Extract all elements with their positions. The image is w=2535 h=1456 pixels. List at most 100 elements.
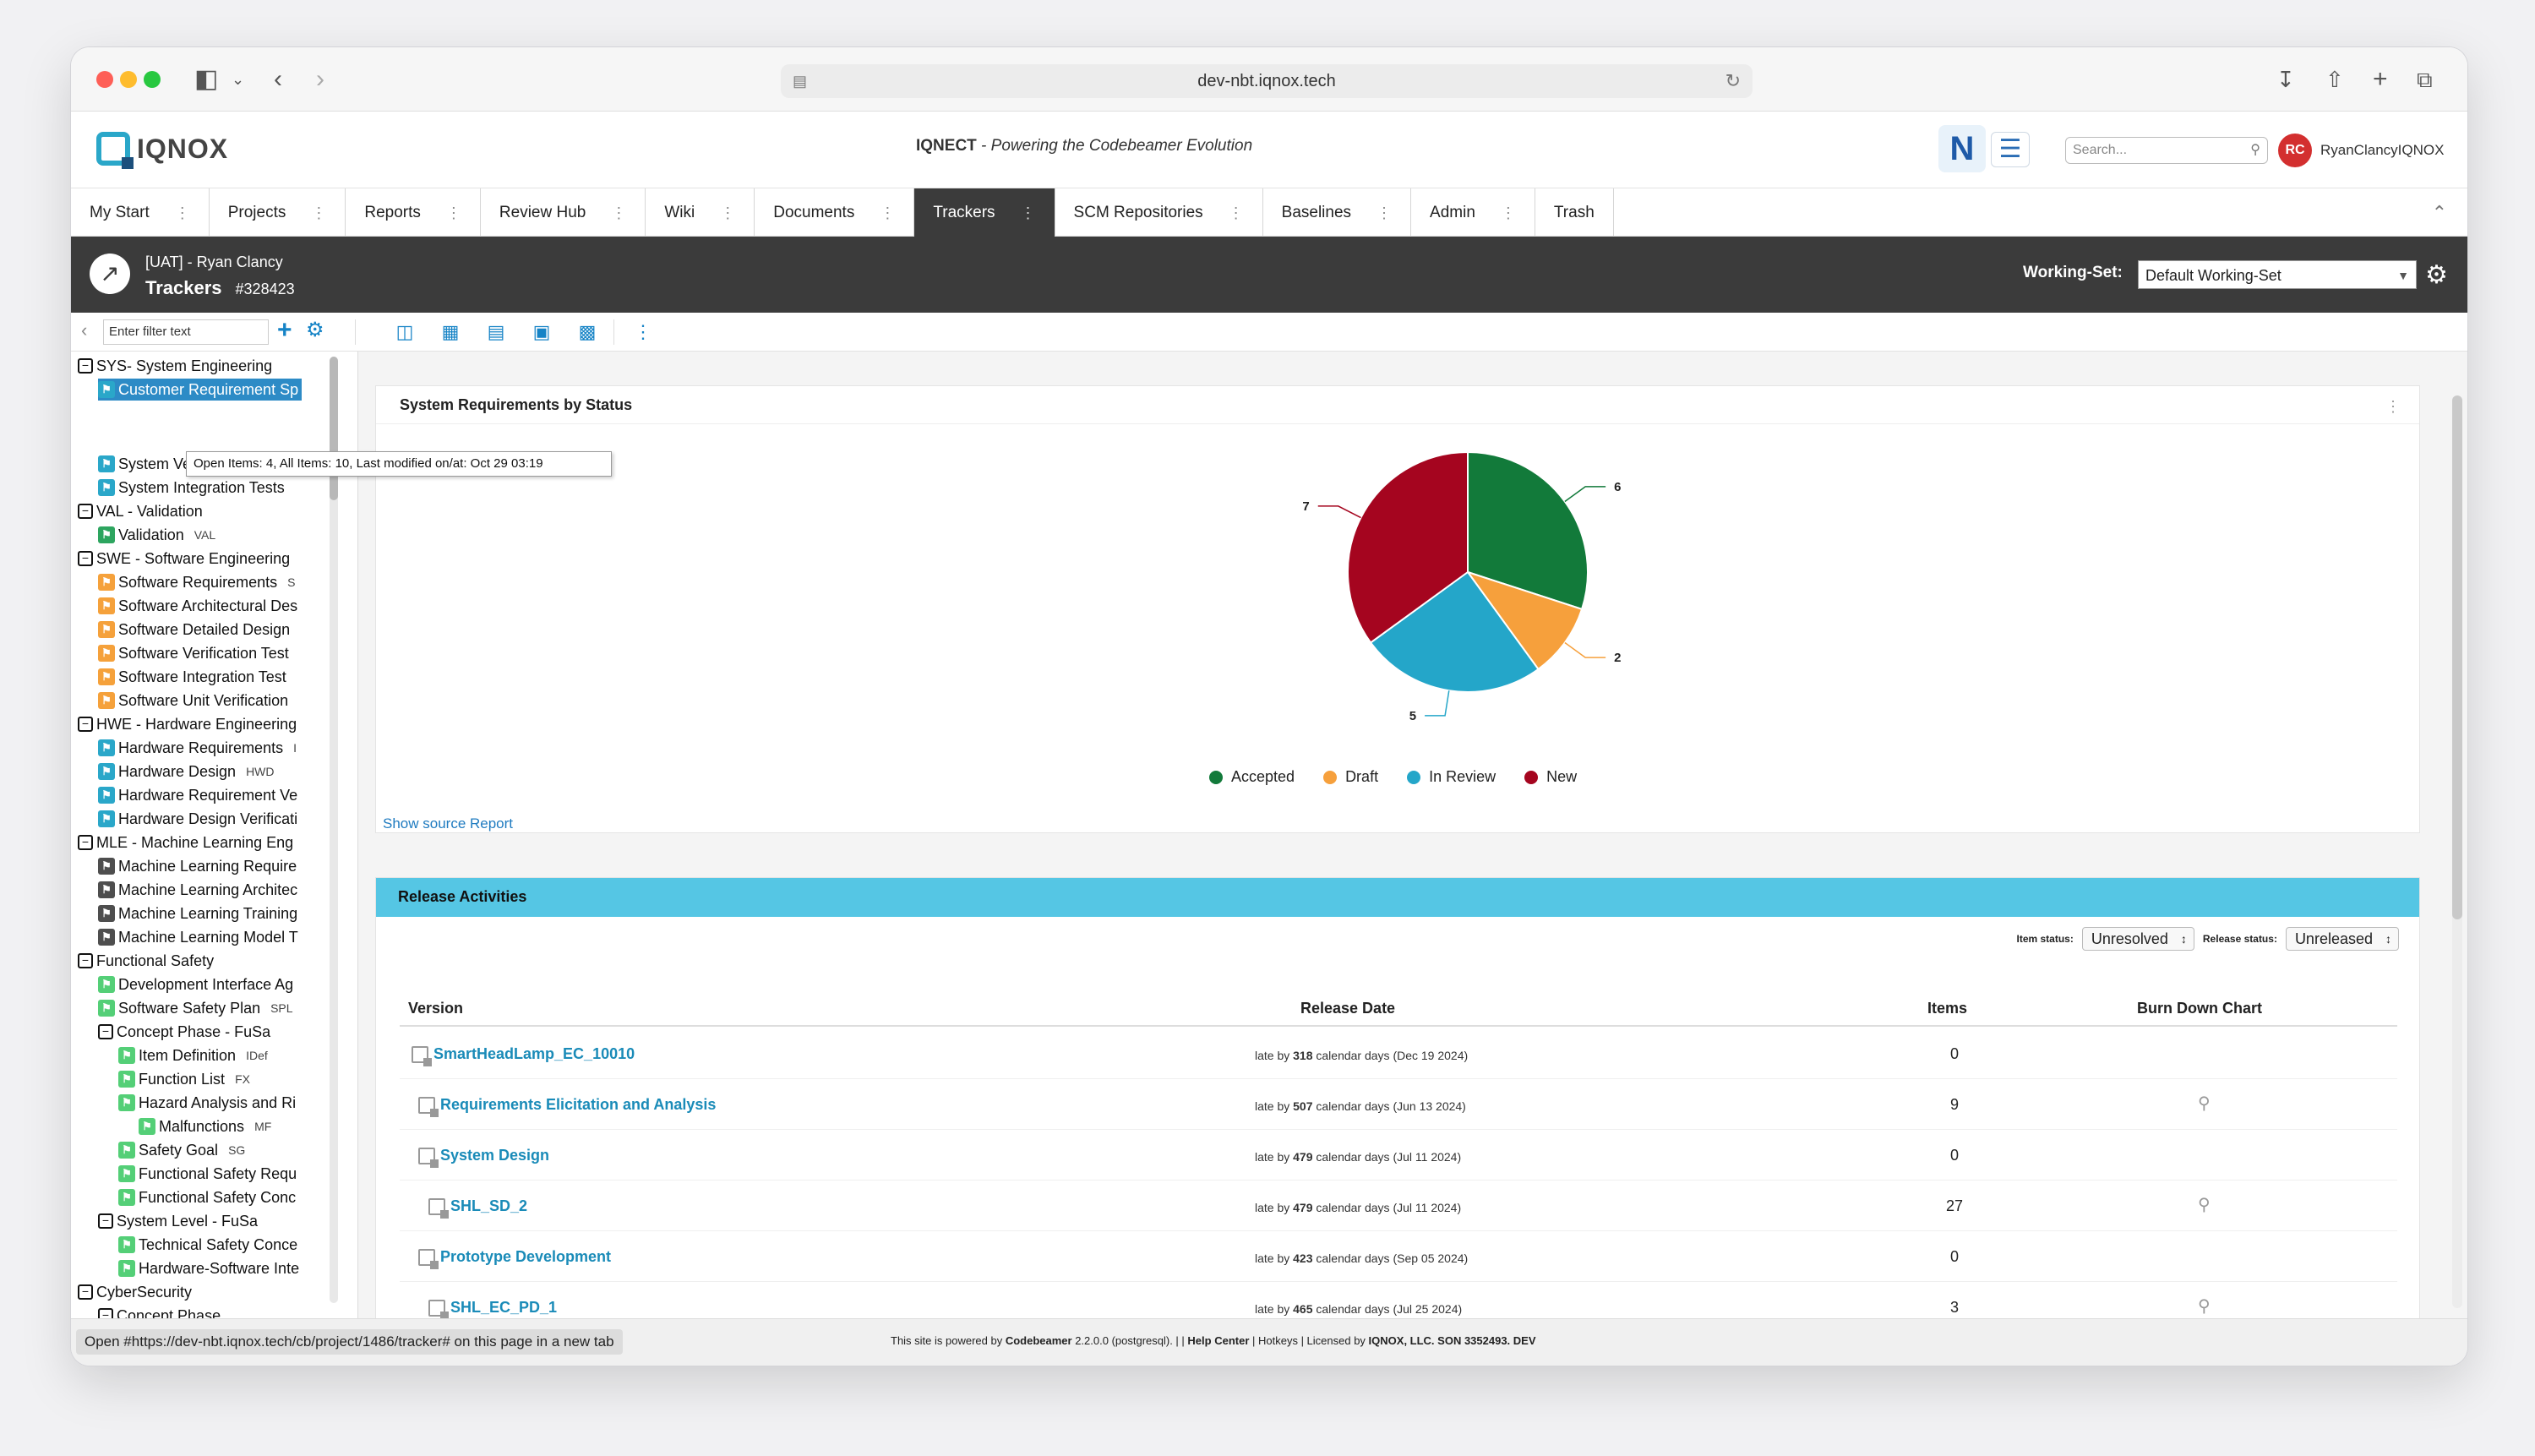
codebeamer-link[interactable]: Codebeamer	[1005, 1334, 1072, 1347]
items-count[interactable]: 0	[1949, 1248, 1959, 1265]
tree-item[interactable]: ⚑ Hardware Design Verificati	[98, 808, 297, 830]
minimize-window-button[interactable]	[120, 71, 137, 88]
download-icon[interactable]: ↧	[2276, 67, 2295, 92]
hamburger-menu-icon[interactable]: ☰	[1991, 132, 2030, 167]
collapse-toggle-icon[interactable]: −	[78, 504, 93, 519]
column-header-version[interactable]: Version	[408, 1000, 464, 1017]
collapse-toggle-icon[interactable]: −	[98, 1308, 113, 1318]
close-window-button[interactable]	[96, 71, 113, 88]
collapse-toggle-icon[interactable]: −	[98, 1024, 113, 1039]
iqnox-logo[interactable]: IQNOX	[96, 132, 228, 169]
release-status-select[interactable]: Unreleased	[2285, 927, 2399, 951]
tree-item[interactable]: ⚑ Hardware-Software Inte	[118, 1257, 299, 1279]
tree-filter-input[interactable]: Enter filter text	[103, 319, 269, 345]
collapse-toggle-icon[interactable]: −	[78, 953, 93, 968]
maximize-window-button[interactable]	[144, 71, 161, 88]
settings-icon[interactable]: ⚙	[306, 319, 324, 341]
address-bar[interactable]: ▤ dev-nbt.iqnox.tech ↻	[781, 64, 1753, 98]
tree-item[interactable]: ⚑ Software Detailed Design	[98, 619, 290, 641]
pie-slice-new[interactable]	[1347, 450, 1469, 644]
burn-down-chart-icon[interactable]: ⚲	[2198, 1094, 2211, 1113]
avatar[interactable]: RC	[2278, 134, 2312, 167]
items-count[interactable]: 0	[1949, 1147, 1959, 1164]
tree-item[interactable]: ⚑ Hardware Requirement Ve	[98, 784, 297, 806]
tree-folder[interactable]: − MLE - Machine Learning Eng	[78, 832, 293, 853]
tab-baselines[interactable]: Baselines ⋮	[1263, 188, 1412, 237]
tree-item[interactable]: ⚑ Hazard Analysis and Ri	[118, 1092, 296, 1114]
version-link[interactable]: System Design	[418, 1147, 549, 1168]
table-row[interactable]: SmartHeadLamp_EC_10010 late by 318 calend…	[400, 1028, 2397, 1079]
back-icon[interactable]: ‹	[274, 65, 282, 93]
tab-wiki[interactable]: Wiki ⋮	[646, 188, 755, 237]
more-options-icon[interactable]: ⋮	[634, 321, 652, 342]
gear-icon[interactable]: ⚙	[2425, 261, 2448, 289]
tab-trackers[interactable]: Trackers ⋮	[914, 188, 1055, 237]
legend-item[interactable]: Draft	[1323, 768, 1378, 786]
version-link[interactable]: SHL_EC_PD_1	[428, 1299, 557, 1318]
collapse-toggle-icon[interactable]: −	[98, 1213, 113, 1229]
tree-folder[interactable]: − SYS- System Engineering	[78, 355, 272, 377]
share-icon[interactable]: ⇧	[2325, 67, 2344, 92]
tree-item[interactable]: ⚑ Development Interface Ag	[98, 973, 293, 995]
tree-item[interactable]: ⚑ Machine Learning Model T	[98, 926, 298, 948]
username[interactable]: RyanClancyIQNOX	[2320, 142, 2445, 158]
burn-down-chart-icon[interactable]: ⚲	[2198, 1297, 2211, 1316]
widget-menu-icon[interactable]: ⋮	[2385, 398, 2401, 415]
project-name[interactable]: [UAT] - Ryan Clancy	[145, 254, 283, 270]
tab-projects[interactable]: Projects ⋮	[210, 188, 346, 237]
tree-item[interactable]: ⚑ Machine Learning Training	[98, 903, 297, 924]
help-center-link[interactable]: Help Center	[1187, 1334, 1250, 1347]
version-link[interactable]: Prototype Development	[418, 1248, 611, 1269]
tree-folder[interactable]: − SWE - Software Engineering	[78, 548, 290, 570]
pie-slice-accepted[interactable]	[1467, 450, 1589, 611]
tree-folder[interactable]: − HWE - Hardware Engineering	[78, 713, 297, 735]
search-icon[interactable]: ⚲	[2250, 143, 2260, 157]
table-row[interactable]: SHL_SD_2 late by 479 calendar days (Jul 1…	[400, 1181, 2397, 1231]
tab-review-hub[interactable]: Review Hub ⋮	[481, 188, 646, 237]
tree-folder[interactable]: − Concept Phase	[98, 1305, 221, 1318]
tree-item[interactable]: ⚑ Machine Learning Architec	[98, 879, 297, 901]
column-header-burn-down-chart[interactable]: Burn Down Chart	[2137, 1000, 2262, 1017]
tab-admin[interactable]: Admin ⋮	[1411, 188, 1535, 237]
tree-scrollbar[interactable]	[330, 357, 338, 1303]
tab-my-start[interactable]: My Start ⋮	[71, 188, 210, 237]
tree-item[interactable]: ⚑ Validation VAL	[98, 524, 215, 546]
tab-reports[interactable]: Reports ⋮	[346, 188, 481, 237]
item-status-select[interactable]: Unresolved	[2081, 927, 2194, 951]
pie-slice-in-review[interactable]	[1369, 570, 1540, 693]
legend-item[interactable]: Accepted	[1209, 768, 1295, 786]
tree-item[interactable]: ⚑ Functional Safety Conc	[118, 1186, 296, 1208]
column-header-items[interactable]: Items	[1927, 1000, 1968, 1017]
tree-folder[interactable]: − VAL - Validation	[78, 500, 203, 522]
tree-folder[interactable]: − Functional Safety	[78, 950, 214, 972]
burn-down-chart-icon[interactable]: ⚲	[2198, 1196, 2211, 1214]
collapse-toggle-icon[interactable]: −	[78, 551, 93, 566]
reload-icon[interactable]: ↻	[1725, 70, 1741, 91]
tree-item[interactable]: ⚑ Software Safety Plan SPL	[98, 997, 293, 1019]
collapse-toggle-icon[interactable]: −	[78, 1284, 93, 1300]
collapse-toggle-icon[interactable]: −	[78, 717, 93, 732]
items-count[interactable]: 3	[1949, 1299, 1959, 1316]
legend-item[interactable]: In Review	[1407, 768, 1496, 786]
pie-slice-draft[interactable]	[1465, 570, 1584, 671]
tree-folder[interactable]: − Concept Phase - FuSa	[98, 1021, 270, 1043]
tree-item[interactable]: ⚑ Technical Safety Conce	[118, 1234, 297, 1256]
tree-item[interactable]: ⚑ Customer Requirement Sp	[98, 379, 303, 401]
iqnect-logo-icon[interactable]: N	[1938, 125, 1986, 172]
layout-icon[interactable]: ▣	[532, 321, 551, 342]
tree-item[interactable]: ⚑ Function List FX	[118, 1068, 250, 1090]
tree-folder[interactable]: − CyberSecurity	[78, 1281, 192, 1303]
items-count[interactable]: 9	[1949, 1096, 1959, 1113]
main-scrollbar[interactable]	[2452, 395, 2462, 1308]
tree-item[interactable]: ⚑ Software Unit Verification	[98, 690, 288, 712]
tab-overview-icon[interactable]: ⧉	[2417, 67, 2433, 92]
version-link[interactable]: Requirements Elicitation and Analysis	[418, 1096, 716, 1117]
tab-scm-repositories[interactable]: SCM Repositories ⋮	[1055, 188, 1263, 237]
table-row[interactable]: System Design late by 479 calendar days (…	[400, 1130, 2397, 1181]
tree-item[interactable]: ⚑ Software Requirements S	[98, 571, 295, 593]
show-source-report-link[interactable]: Show source Report	[383, 815, 514, 832]
sidebar-toggle-icon[interactable]: ◧	[194, 65, 219, 93]
chevron-down-icon[interactable]: ⌄	[232, 71, 245, 88]
tree-item[interactable]: ⚑ Software Verification Test	[98, 642, 289, 664]
new-tab-icon[interactable]: +	[2373, 65, 2388, 93]
